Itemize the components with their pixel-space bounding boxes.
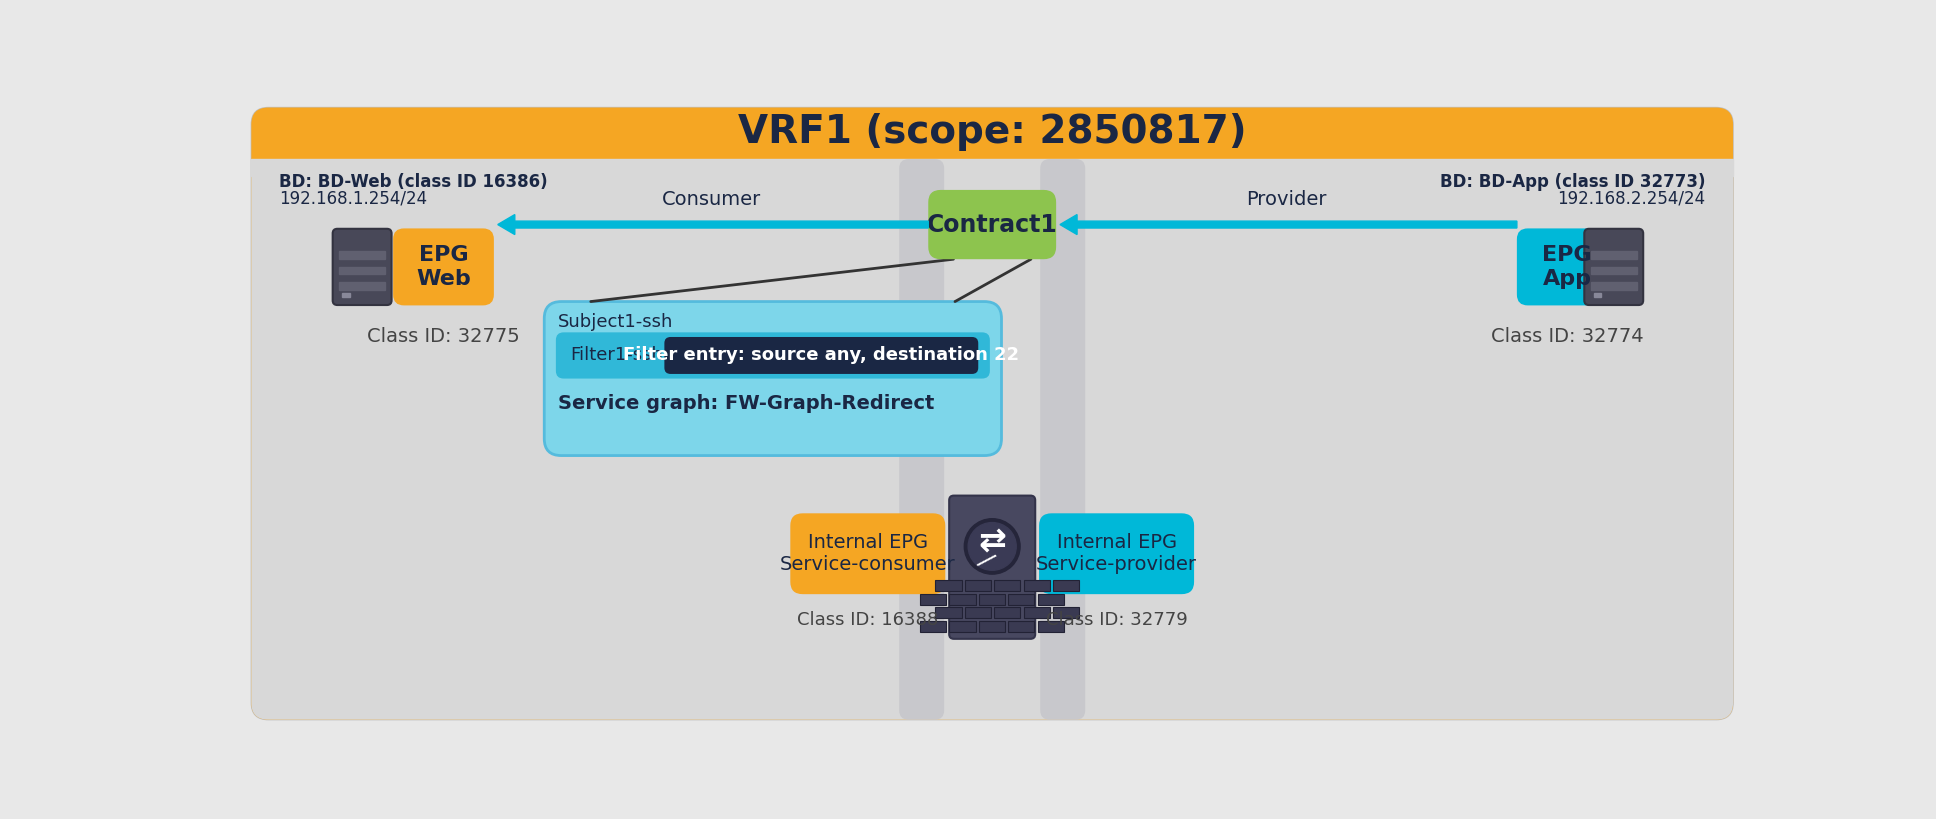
FancyBboxPatch shape [252, 107, 1733, 720]
Text: Internal EPG
Service-provider: Internal EPG Service-provider [1036, 533, 1196, 574]
Bar [935, 581, 962, 591]
FancyBboxPatch shape [927, 190, 1057, 259]
Bar [339, 282, 385, 290]
FancyBboxPatch shape [556, 333, 989, 378]
Bar [964, 581, 991, 591]
Bar [1024, 581, 1049, 591]
Bar [1053, 607, 1080, 618]
Text: 192.168.2.254/24: 192.168.2.254/24 [1557, 190, 1706, 208]
Bar [995, 607, 1020, 618]
Text: ⇄: ⇄ [978, 525, 1007, 559]
FancyBboxPatch shape [1518, 229, 1618, 305]
Bar [252, 159, 1733, 176]
Bar [1591, 251, 1638, 259]
Circle shape [964, 518, 1020, 574]
Bar [1591, 266, 1638, 274]
Text: Class ID: 32779: Class ID: 32779 [1045, 611, 1187, 629]
Bar [995, 581, 1020, 591]
Bar [920, 621, 947, 632]
Bar [935, 607, 962, 618]
Text: VRF1 (scope: 2850817): VRF1 (scope: 2850817) [738, 113, 1247, 152]
Text: Provider: Provider [1247, 190, 1326, 209]
Bar [1009, 594, 1034, 605]
Bar [1591, 282, 1638, 290]
Bar [339, 266, 385, 274]
Bar [1038, 594, 1065, 605]
Bar [1053, 581, 1080, 591]
Text: BD: BD-App (class ID 32773): BD: BD-App (class ID 32773) [1440, 173, 1706, 191]
Text: /: / [974, 549, 997, 572]
FancyBboxPatch shape [1040, 159, 1086, 720]
FancyBboxPatch shape [790, 514, 945, 594]
Bar [949, 621, 976, 632]
FancyBboxPatch shape [544, 301, 1001, 455]
Text: Subject1-ssh: Subject1-ssh [558, 313, 674, 331]
Text: Internal EPG
Service-consumer: Internal EPG Service-consumer [780, 533, 956, 574]
FancyBboxPatch shape [393, 229, 494, 305]
Text: Service graph: FW-Graph-Redirect: Service graph: FW-Graph-Redirect [558, 394, 935, 413]
Bar [1593, 292, 1601, 297]
FancyBboxPatch shape [898, 159, 945, 720]
Text: EPG
Web: EPG Web [416, 246, 470, 288]
FancyBboxPatch shape [252, 159, 1733, 720]
Bar [343, 292, 350, 297]
Text: Contract1: Contract1 [927, 213, 1057, 237]
FancyBboxPatch shape [664, 337, 978, 374]
Text: EPG
App: EPG App [1543, 246, 1591, 288]
FancyArrow shape [498, 215, 927, 234]
Bar [964, 607, 991, 618]
Bar [339, 251, 385, 259]
Bar [1009, 621, 1034, 632]
FancyBboxPatch shape [1040, 514, 1195, 594]
Bar [978, 621, 1005, 632]
Bar [1038, 621, 1065, 632]
Bar [949, 594, 976, 605]
Text: Filter1-ssh: Filter1-ssh [569, 346, 662, 364]
Text: Class ID: 32775: Class ID: 32775 [368, 327, 521, 346]
Bar [978, 594, 1005, 605]
FancyBboxPatch shape [333, 229, 391, 305]
Circle shape [968, 523, 1016, 570]
Bar [920, 594, 947, 605]
FancyArrow shape [1061, 215, 1518, 234]
Text: 192.168.1.254/24: 192.168.1.254/24 [279, 190, 428, 208]
FancyBboxPatch shape [1584, 229, 1644, 305]
Text: BD: BD-Web (class ID 16386): BD: BD-Web (class ID 16386) [279, 173, 548, 191]
Text: Consumer: Consumer [662, 190, 761, 209]
FancyBboxPatch shape [949, 495, 1036, 639]
Text: Class ID: 32774: Class ID: 32774 [1491, 327, 1644, 346]
Text: Filter entry: source any, destination 22: Filter entry: source any, destination 22 [623, 346, 1020, 364]
Bar [1024, 607, 1049, 618]
Text: Class ID: 16388: Class ID: 16388 [798, 611, 939, 629]
FancyBboxPatch shape [252, 107, 1733, 720]
